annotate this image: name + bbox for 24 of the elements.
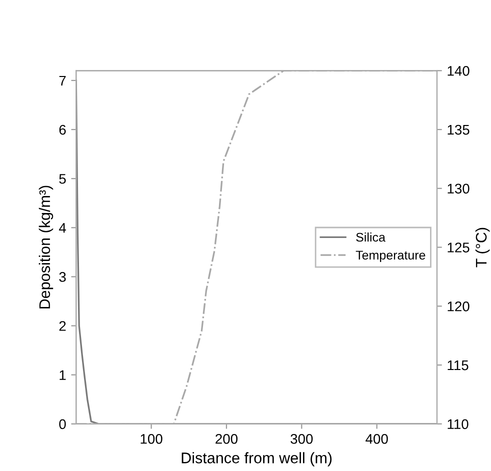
y2-tick-label: 115 (448, 360, 468, 370)
y2-tick-label: 135 (448, 124, 470, 135)
y-tick-label: 4 (58, 223, 66, 233)
x-tick-label: 200 (216, 434, 238, 444)
x-tick-label: 300 (290, 434, 313, 444)
y-tick-label: 7 (59, 76, 66, 86)
y2-axis-title: T (°C) (475, 228, 490, 268)
x-tick-label: 100 (140, 434, 162, 444)
legend-label: Temperature (356, 250, 426, 262)
legend-label: Silica (356, 232, 386, 242)
y-tick-label: 5 (59, 174, 66, 184)
y-tick-label: 2 (59, 321, 66, 331)
x-axis-title: Distance from well (m) (182, 452, 332, 466)
y-tick-label: 1 (60, 370, 66, 380)
y2-tick-label: 140 (448, 66, 470, 76)
y-tick-label: 0 (59, 419, 66, 430)
y2-tick-label: 130 (448, 184, 470, 194)
x-tick-label: 400 (366, 434, 388, 444)
y2-tick-label: 120 (448, 301, 470, 312)
y-tick-label: 6 (59, 124, 66, 135)
y-axis-title: Deposition (kg/m³) (38, 186, 54, 308)
y2-tick-label: 125 (448, 242, 470, 252)
y-tick-label: 3 (59, 272, 66, 282)
y2-tick-label: 110 (448, 419, 468, 430)
